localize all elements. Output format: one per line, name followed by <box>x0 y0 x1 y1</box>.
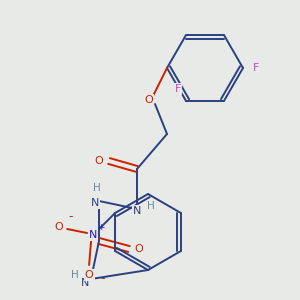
Text: H: H <box>147 201 155 211</box>
Text: O: O <box>55 222 64 232</box>
Text: O: O <box>145 95 153 105</box>
Text: O: O <box>135 244 143 254</box>
Text: N: N <box>91 198 99 208</box>
Text: F: F <box>175 84 181 94</box>
Text: -: - <box>69 211 73 224</box>
Text: H: H <box>71 270 79 280</box>
Text: -: - <box>101 272 105 286</box>
Text: N: N <box>133 206 141 216</box>
Text: N: N <box>89 230 97 240</box>
Text: O: O <box>85 270 94 280</box>
Text: O: O <box>94 156 103 166</box>
Text: +: + <box>97 223 105 232</box>
Text: H: H <box>93 183 101 193</box>
Text: F: F <box>253 63 259 73</box>
Text: N: N <box>81 278 89 288</box>
